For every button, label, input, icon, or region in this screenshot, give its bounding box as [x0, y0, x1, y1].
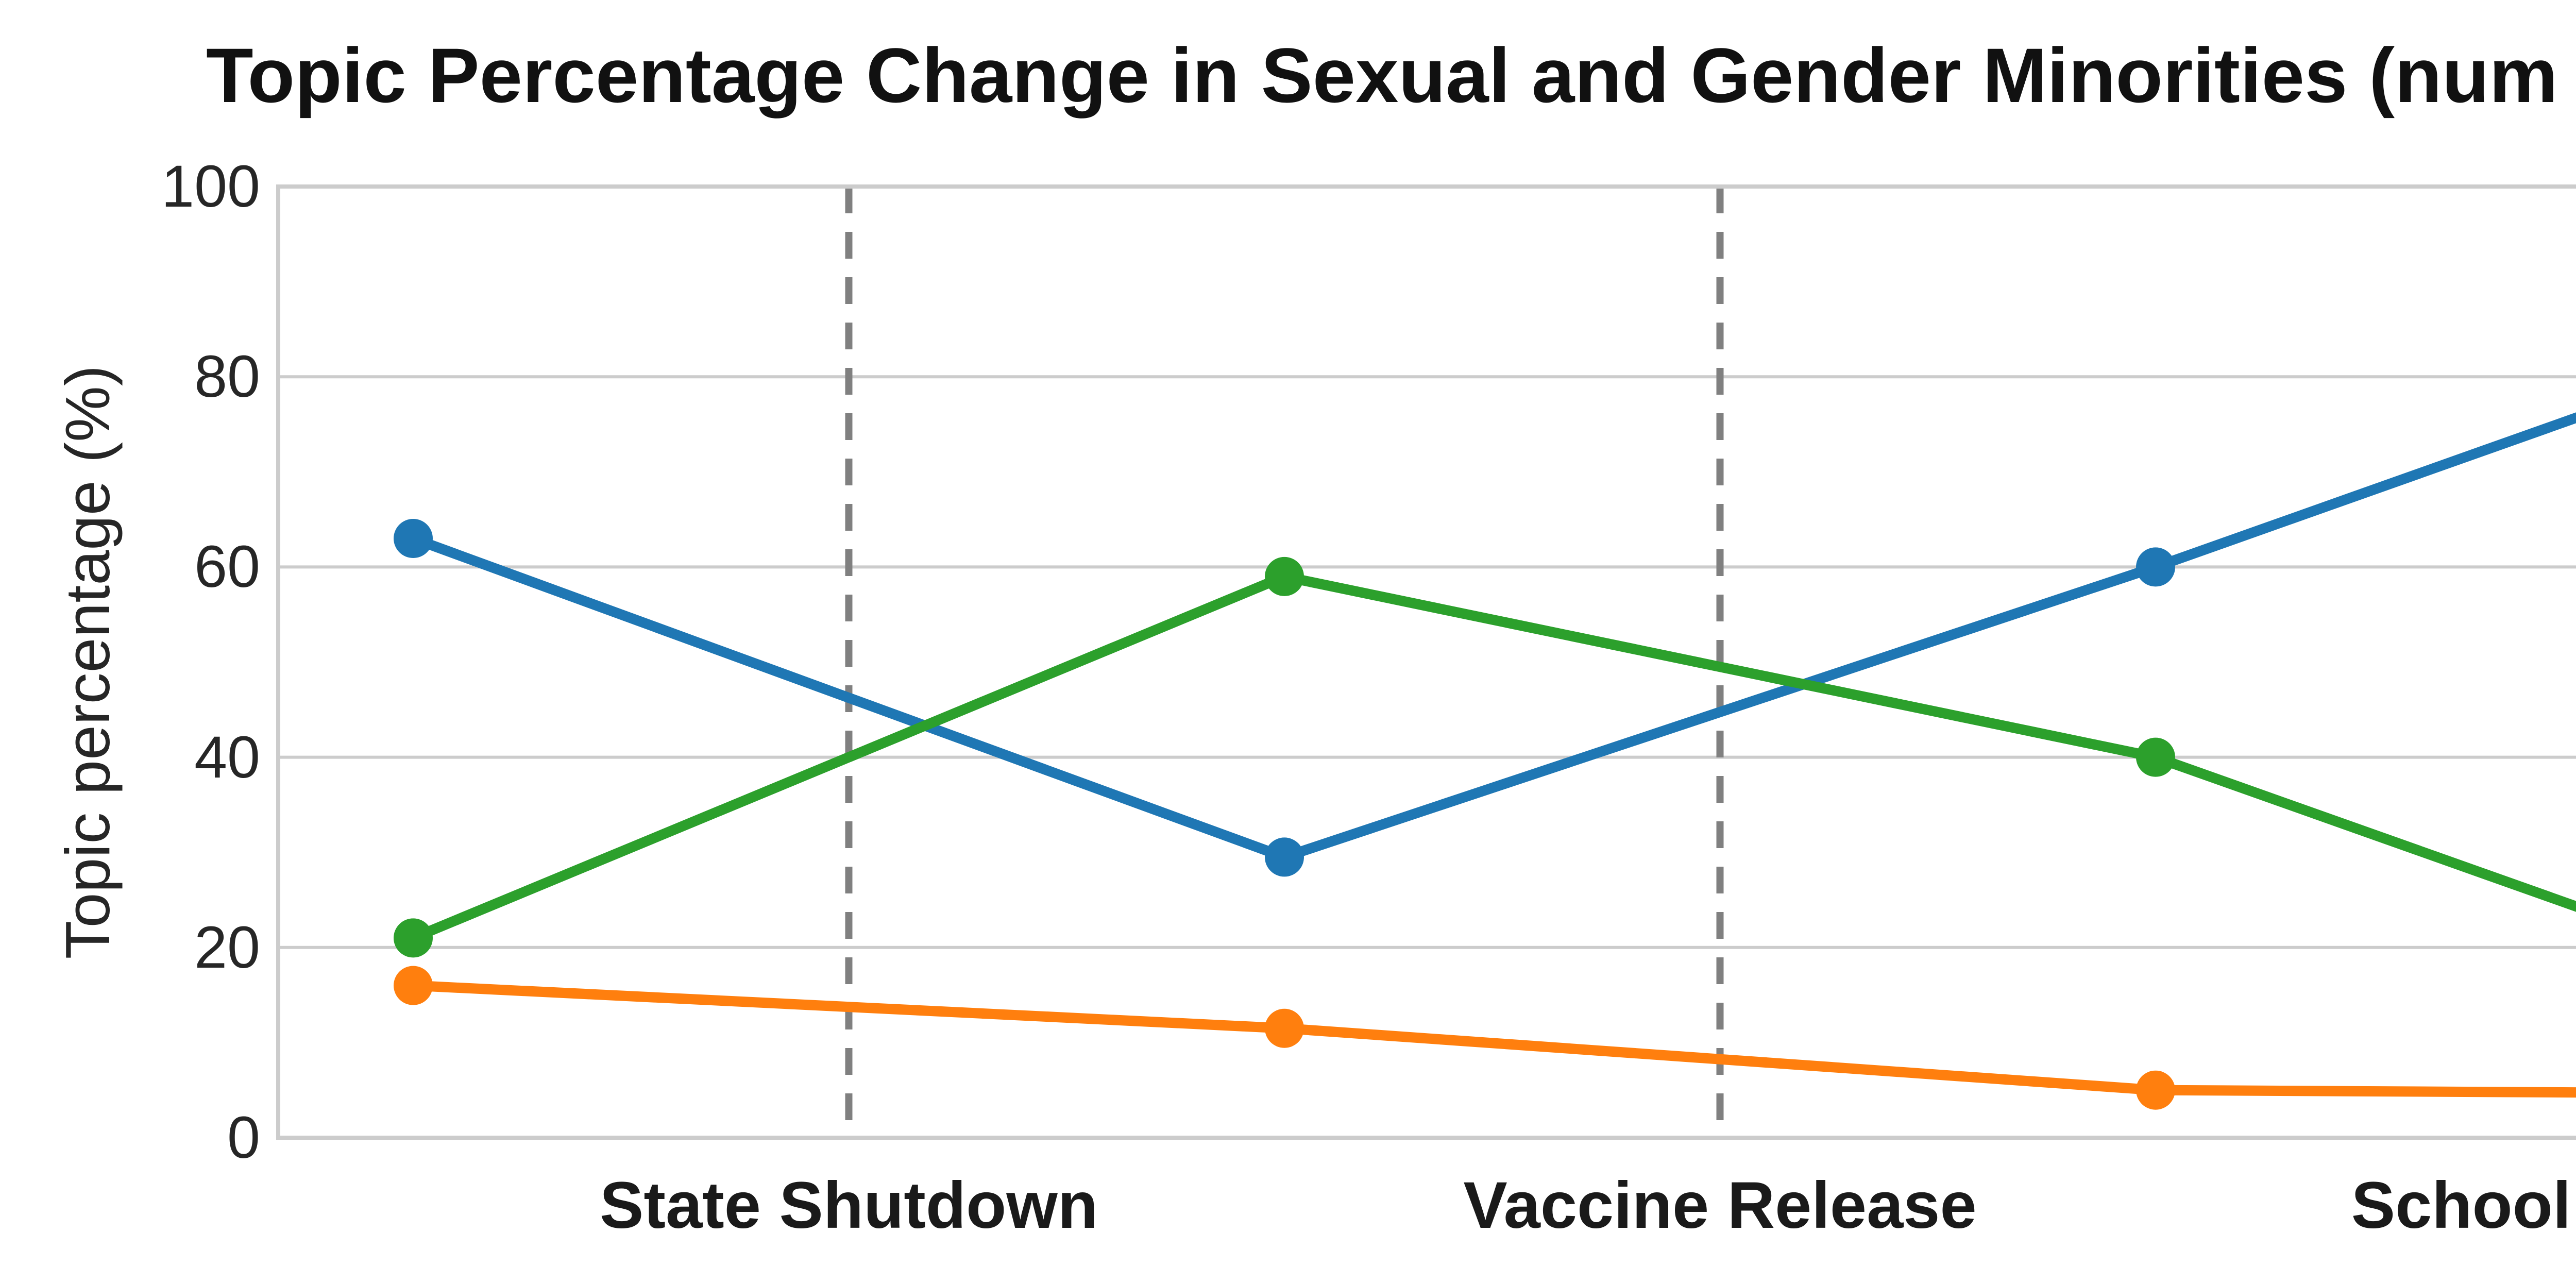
series-line-positive [413, 980, 2576, 1098]
series-line-interaction [411, 412, 2576, 863]
data-point-interaction-1 [1265, 837, 1304, 877]
x-tick-label-state-shutdown: State Shutdown [599, 1169, 1098, 1242]
y-tick-label-0: 0 [227, 1105, 260, 1171]
data-point-negative-1 [1265, 556, 1304, 596]
x-tick-label-vaccine-release: Vaccine Release [1463, 1169, 1977, 1242]
series-line-negative [411, 571, 2576, 943]
data-point-interaction-0 [394, 519, 433, 559]
y-tick-label-60: 60 [194, 534, 260, 600]
data-point-positive-2 [2136, 1070, 2175, 1110]
data-point-negative-2 [2136, 737, 2175, 777]
x-tick-label-school-reopen: School Reopen [2351, 1169, 2576, 1242]
y-tick-label-40: 40 [194, 724, 260, 790]
y-tick-label-80: 80 [194, 344, 260, 410]
data-point-interaction-2 [2136, 547, 2175, 587]
y-axis-label: Topic percentage (%) [53, 365, 123, 959]
data-point-positive-0 [394, 966, 433, 1005]
chart-title: Topic Percentage Change in Sexual and Ge… [206, 32, 2576, 119]
y-tick-label-100: 100 [161, 154, 260, 220]
data-point-positive-1 [1265, 1008, 1304, 1048]
plot-border [276, 184, 2576, 1140]
y-tick-label-20: 20 [194, 914, 260, 981]
data-point-negative-0 [394, 918, 433, 958]
